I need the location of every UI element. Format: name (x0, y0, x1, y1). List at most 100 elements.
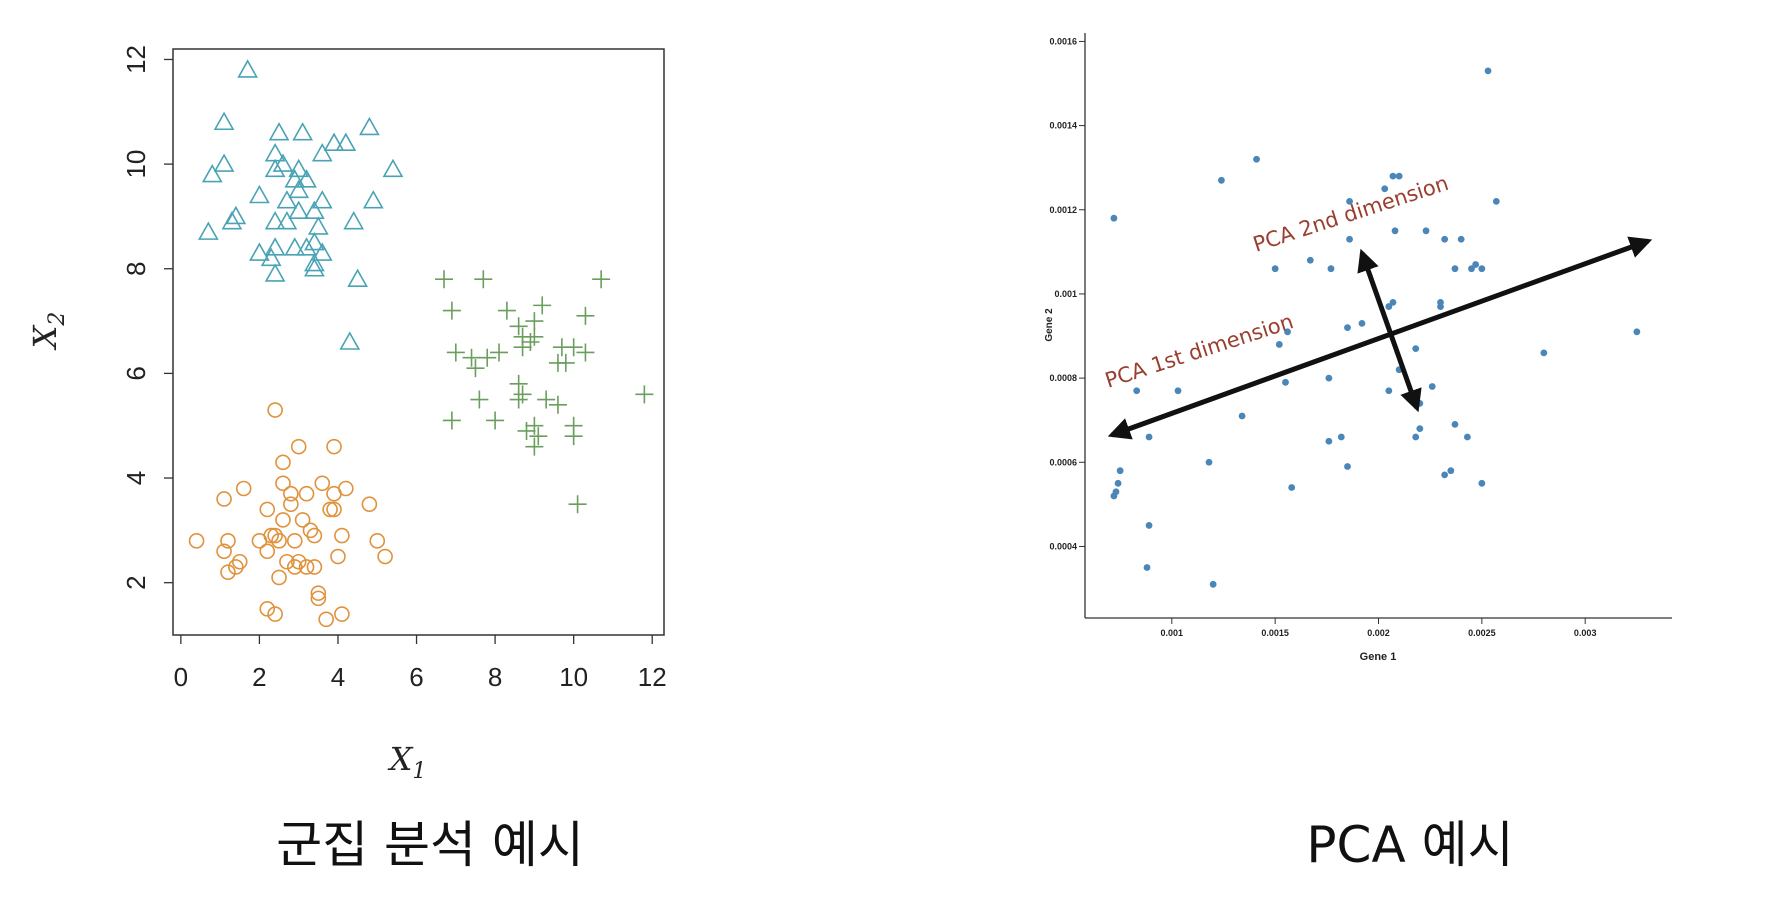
right-x-tick-label: 0.001 (1161, 628, 1184, 638)
triangle-point (307, 216, 329, 235)
right-x-tick-label: 0.002 (1367, 628, 1390, 638)
gene-point (1447, 467, 1455, 475)
gene-point (1133, 387, 1141, 395)
triangle-point (268, 122, 290, 141)
gene-point (1325, 374, 1333, 382)
right-y-axis-label: Gene 2 (1044, 308, 1055, 342)
circle-point (294, 512, 311, 528)
triangle-point (288, 179, 310, 199)
triangle-point (304, 258, 325, 277)
gene-point (1238, 412, 1246, 420)
triangle-point (225, 205, 247, 225)
left-y-tick-label: 2 (121, 575, 151, 589)
gene-point (1288, 484, 1296, 491)
left-caption: 군집 분석 예시 (276, 816, 584, 874)
circle-point (326, 438, 342, 455)
triangle-point (276, 190, 298, 209)
triangle-point (311, 242, 333, 261)
pca-2nd-dimension-arrow (1357, 248, 1422, 413)
circle-point (251, 533, 268, 549)
plus-point (486, 411, 505, 430)
right-x-axis-label: Gene 1 (1360, 651, 1397, 663)
triangle-point (343, 211, 365, 230)
triangle-point (292, 122, 313, 141)
left-y-tick-label: 8 (121, 262, 151, 276)
plus-point (576, 343, 595, 362)
gene-point (1306, 256, 1314, 264)
circle-point (290, 553, 307, 570)
left-y-tick-label: 10 (121, 150, 151, 179)
triangle-point (382, 158, 404, 178)
right-y-tick-label: 0.0012 (1049, 205, 1077, 215)
triangle-point (335, 132, 357, 151)
plus-point (635, 385, 654, 404)
circle-point (306, 559, 323, 575)
gene-point (1385, 387, 1393, 395)
right-x-tick-label: 0.0015 (1261, 628, 1289, 638)
circle-point (298, 559, 315, 575)
gene-point (1145, 433, 1153, 441)
left-x-tick-label: 2 (252, 662, 266, 692)
circle-point (216, 491, 232, 507)
circle-point (322, 501, 338, 518)
gene-point (1391, 227, 1399, 235)
circle-point (220, 564, 236, 581)
triangle-point (304, 200, 325, 219)
circle-point (283, 485, 299, 502)
circle-point (220, 533, 236, 549)
gene-point (1344, 324, 1351, 332)
triangle-point (260, 247, 282, 267)
triangle-point (296, 237, 317, 256)
gene-point (1416, 425, 1424, 433)
left-y-tick-label: 12 (121, 45, 151, 74)
circle-point (302, 522, 319, 539)
triangle-point (288, 200, 310, 219)
circle-point (259, 543, 276, 560)
circle-point (334, 527, 350, 544)
left-x-tick-label: 6 (409, 662, 423, 692)
circle-point (334, 606, 350, 622)
plus-point (470, 390, 489, 409)
right-y-tick-label: 0.0008 (1049, 373, 1077, 383)
circle-point (267, 527, 283, 544)
triangle-point (362, 190, 384, 209)
gene-point (1478, 479, 1486, 487)
gene-point (1271, 265, 1279, 273)
gene-point (1325, 437, 1333, 445)
plus-point (509, 374, 528, 393)
circle-point (377, 548, 393, 565)
triangle-point (296, 169, 317, 188)
plus-point (564, 427, 583, 446)
right-y-tick-label: 0.0006 (1049, 457, 1077, 467)
circle-point (259, 501, 276, 518)
gene-point (1110, 214, 1118, 222)
gene-point (1112, 488, 1120, 496)
circle-point (318, 611, 334, 628)
gene-point (1478, 265, 1486, 273)
triangle-point (339, 331, 361, 350)
triangle-point (201, 163, 223, 183)
circle-point (231, 553, 248, 570)
plus-point (529, 427, 548, 446)
gene-point (1412, 433, 1420, 441)
circle-point (279, 553, 295, 570)
plus-point (509, 317, 528, 336)
circle-point (310, 585, 327, 601)
triangle-point (311, 143, 333, 162)
gene-point (1395, 172, 1403, 180)
triangle-point (272, 153, 294, 172)
gene-point (1484, 67, 1492, 75)
gene-point (1218, 176, 1225, 184)
plus-point (462, 348, 481, 367)
circle-point (188, 533, 205, 549)
circle-point (286, 559, 303, 575)
right-y-tick-label: 0.001 (1054, 289, 1077, 299)
circle-point (298, 485, 315, 502)
circle-point (283, 496, 299, 512)
triangle-point (304, 231, 325, 251)
circle-point (216, 543, 232, 560)
gene-point (1337, 433, 1345, 441)
triangle-point (197, 221, 219, 240)
